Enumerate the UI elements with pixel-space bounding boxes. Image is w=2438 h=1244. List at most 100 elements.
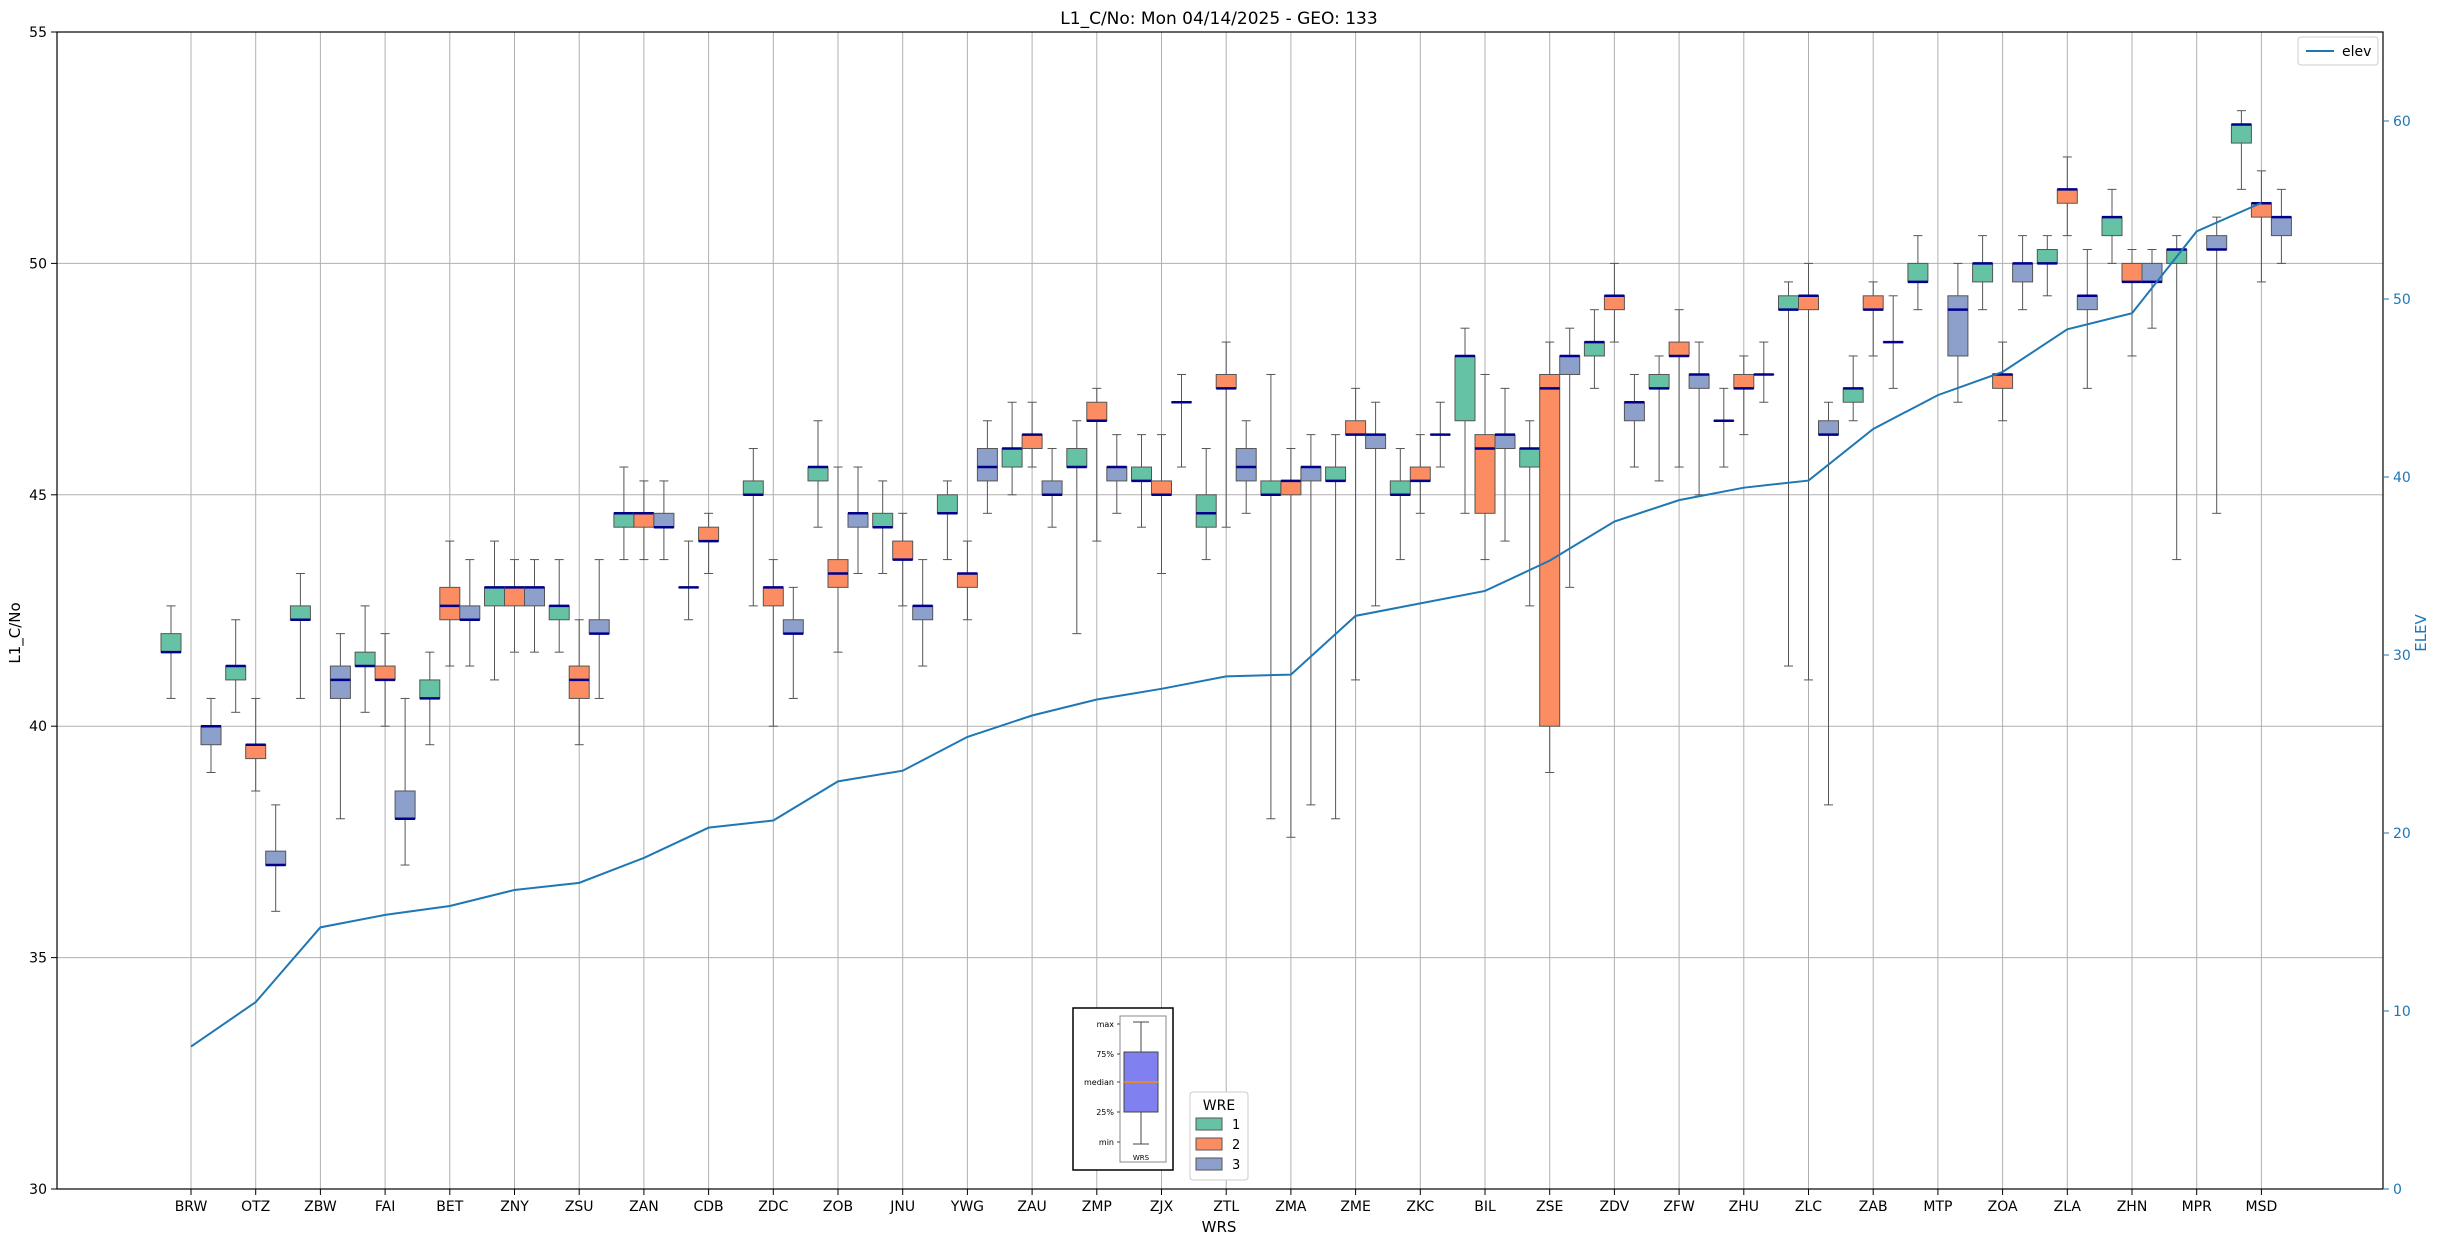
box-iqr	[290, 606, 310, 620]
x-tick-label-mpr: MPR	[2182, 1199, 2213, 1215]
x-tick-label-zab: ZAB	[1859, 1199, 1888, 1215]
box-iqr	[1236, 449, 1256, 481]
box-iqr	[1132, 467, 1152, 481]
x-tick-label-zfw: ZFW	[1663, 1199, 1695, 1215]
x-tick-label-zla: ZLA	[2054, 1199, 2082, 1215]
box-iqr	[1087, 402, 1107, 421]
y-tick-label: 55	[29, 25, 47, 41]
box-iqr	[1819, 421, 1839, 435]
box-iqr	[1973, 263, 1993, 282]
x-tick-label-zny: ZNY	[500, 1199, 529, 1215]
x-tick-label-jnu: JNU	[889, 1199, 915, 1215]
box-iqr	[2057, 189, 2077, 203]
box-iqr	[1326, 467, 1346, 481]
x-tick-label-zma: ZMA	[1275, 1199, 1307, 1215]
y2-tick-label: 40	[2393, 470, 2411, 486]
box-iqr	[1107, 467, 1127, 481]
y2-tick-label: 60	[2393, 114, 2411, 130]
x-tick-label-cdb: CDB	[694, 1199, 724, 1215]
box-iqr	[937, 495, 957, 514]
box-iqr	[1520, 449, 1540, 468]
box-iqr	[1863, 296, 1883, 310]
x-tick-label-zsu: ZSU	[565, 1199, 594, 1215]
x-tick-label-zhn: ZHN	[2117, 1199, 2148, 1215]
x-tick-label-zjx: ZJX	[1150, 1199, 1174, 1215]
box-iqr	[1495, 435, 1515, 449]
x-tick-label-zdc: ZDC	[758, 1199, 788, 1215]
y-tick-label: 30	[29, 1182, 47, 1198]
box-iqr	[2013, 263, 2033, 282]
box-iqr	[226, 666, 246, 680]
x-tick-label-otz: OTZ	[241, 1199, 270, 1215]
box-iqr	[525, 587, 545, 606]
box-iqr	[913, 606, 933, 620]
box-iqr	[634, 513, 654, 527]
box-iqr	[977, 449, 997, 481]
box-iqr	[1560, 356, 1580, 375]
inset-label-3: median	[1084, 1078, 1114, 1087]
box-legend-swatch-1	[1196, 1118, 1222, 1130]
y-tick-label: 45	[29, 488, 47, 504]
box-iqr	[1455, 356, 1475, 421]
y-tick-label: 35	[29, 951, 47, 967]
box-iqr	[505, 587, 525, 606]
x-tick-label-bet: BET	[436, 1199, 463, 1215]
box-iqr	[2102, 217, 2122, 236]
x-tick-label-zdv: ZDV	[1600, 1199, 1630, 1215]
x-tick-label-zkc: ZKC	[1406, 1199, 1434, 1215]
x-tick-label-zse: ZSE	[1536, 1199, 1563, 1215]
y-axis-label: L1_C/No	[6, 602, 25, 663]
line-legend-label: elev	[2342, 44, 2371, 60]
box-iqr	[375, 666, 395, 680]
inset-label-2: 75%	[1096, 1050, 1114, 1059]
box-iqr	[1390, 481, 1410, 495]
box-iqr	[1301, 467, 1321, 481]
box-iqr	[1584, 342, 1604, 356]
box-iqr	[1540, 374, 1560, 726]
box-iqr	[1216, 374, 1236, 388]
box-iqr	[549, 606, 569, 620]
box-iqr	[330, 666, 350, 698]
box-iqr	[2271, 217, 2291, 236]
box-iqr	[2037, 250, 2057, 264]
x-tick-label-bil: BIL	[1474, 1199, 1496, 1215]
box-iqr	[1152, 481, 1172, 495]
x-tick-label-zmp: ZMP	[1082, 1199, 1112, 1215]
box-legend-label-2: 2	[1232, 1138, 1240, 1153]
box-iqr	[201, 726, 221, 745]
box-iqr	[1948, 296, 1968, 356]
box-legend-swatch-2	[1196, 1138, 1222, 1150]
box-iqr	[1649, 374, 1669, 388]
box-iqr	[1475, 435, 1495, 514]
x-tick-label-zme: ZME	[1340, 1199, 1371, 1215]
box-iqr	[1734, 374, 1754, 388]
box-legend-label-3: 3	[1232, 1158, 1240, 1173]
inset-xlabel: WRS	[1133, 1154, 1150, 1162]
box-iqr	[1799, 296, 1819, 310]
inset-label-5: min	[1099, 1138, 1114, 1147]
box-iqr	[1410, 467, 1430, 481]
box-iqr	[2122, 263, 2142, 282]
box-iqr	[1908, 263, 1928, 282]
box-iqr	[460, 606, 480, 620]
y2-tick-label: 50	[2393, 292, 2411, 308]
y2-axis-label: ELEV	[2412, 613, 2430, 651]
box-iqr	[1042, 481, 1062, 495]
inset-label-4: 25%	[1096, 1108, 1114, 1117]
line-legend: elev	[2298, 37, 2378, 65]
box-iqr	[1779, 296, 1799, 310]
x-tick-label-zob: ZOB	[823, 1199, 853, 1215]
chart-title: L1_C/No: Mon 04/14/2025 - GEO: 133	[1060, 9, 1377, 29]
box-iqr	[2207, 236, 2227, 250]
box-legend-label-1: 1	[1232, 1118, 1240, 1133]
x-tick-label-zoa: ZOA	[1988, 1199, 2018, 1215]
box-iqr	[1261, 481, 1281, 495]
box-iqr	[699, 527, 719, 541]
box-iqr	[614, 513, 634, 527]
box-iqr	[355, 652, 375, 666]
box-iqr	[2077, 296, 2097, 310]
y-tick-label: 50	[29, 256, 47, 272]
